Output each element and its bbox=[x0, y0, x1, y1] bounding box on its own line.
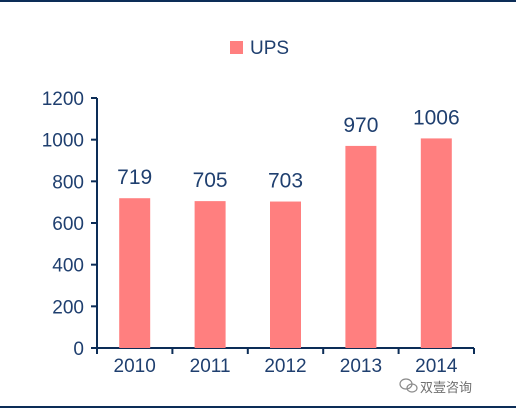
top-border-line bbox=[0, 0, 516, 2]
watermark: 双壹咨询 bbox=[399, 378, 472, 395]
y-tick-label-600: 600 bbox=[52, 214, 84, 235]
x-tick-label-2011: 2011 bbox=[190, 356, 231, 377]
bar-2011 bbox=[194, 201, 226, 348]
data-label-2011: 705 bbox=[193, 169, 228, 192]
legend-label-ups: UPS bbox=[250, 38, 289, 59]
legend: UPS bbox=[230, 38, 289, 59]
labels: 719 2010 705 2011 703 2012 970 2013 1006 2014 bbox=[114, 106, 460, 377]
y-tick-label-1000: 1000 bbox=[42, 131, 84, 152]
wechat-icon bbox=[399, 378, 418, 393]
bottom-border-line bbox=[0, 406, 516, 408]
x-tick-label-2010: 2010 bbox=[114, 356, 156, 377]
axes: 0 200 400 600 800 1000 1200 bbox=[42, 89, 475, 360]
x-tick-label-2012: 2012 bbox=[264, 356, 306, 377]
x-tick-label-2014: 2014 bbox=[415, 356, 458, 377]
y-tick-label-200: 200 bbox=[52, 297, 84, 318]
wechat-icon-bubble-small bbox=[406, 383, 418, 393]
watermark-text: 双壹咨询 bbox=[420, 380, 472, 395]
legend-swatch-ups bbox=[230, 41, 243, 54]
y-tick-label-800: 800 bbox=[52, 172, 84, 193]
data-label-2014: 1006 bbox=[413, 106, 460, 129]
bar-2010 bbox=[119, 198, 151, 348]
y-tick-label-0: 0 bbox=[73, 339, 84, 360]
bars bbox=[119, 138, 452, 348]
data-label-2010: 719 bbox=[117, 166, 152, 189]
bar-2014 bbox=[420, 138, 452, 348]
y-tick-label-1200: 1200 bbox=[42, 89, 84, 110]
y-tick-label-400: 400 bbox=[52, 256, 84, 277]
bar-2013 bbox=[345, 145, 377, 348]
x-tick-label-2013: 2013 bbox=[340, 356, 382, 377]
data-label-2012: 703 bbox=[268, 170, 303, 193]
data-label-2013: 970 bbox=[343, 114, 378, 137]
bar-2012 bbox=[270, 201, 301, 348]
